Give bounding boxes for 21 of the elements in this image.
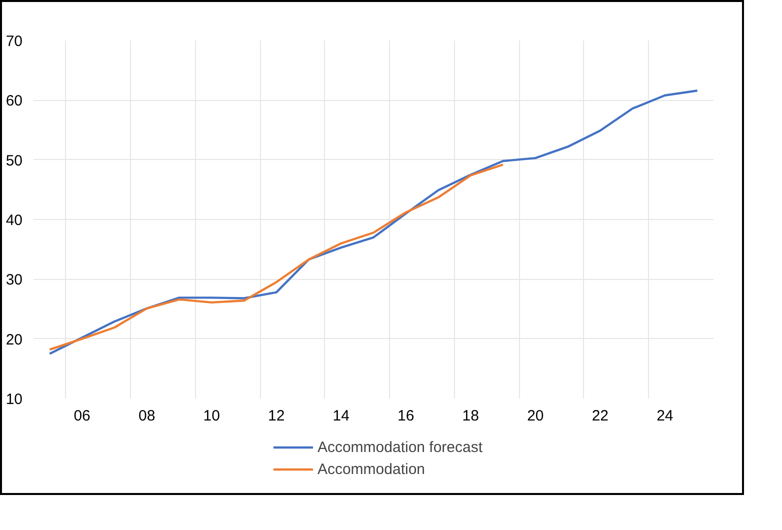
x-tick-label: 12 [268,408,285,424]
line-series [48,164,504,351]
y-tick-label: 60 [6,92,23,110]
x-tick-label: 14 [332,408,350,424]
x-tick-label: 24 [656,408,674,424]
x-tick-label: 06 [74,408,90,424]
y-tick-label: 30 [6,272,23,289]
x-tick-label: 10 [203,408,220,424]
y-tick-label: 10 [6,391,23,408]
x-tick-label: 18 [462,408,479,424]
line-series [48,90,698,355]
y-tick-label: 50 [6,152,23,170]
x-tick-label: 22 [592,408,609,424]
y-tick-label: 40 [6,212,23,229]
legend-label: Accommodation [317,460,426,478]
y-tick-label: 70 [6,33,23,50]
x-tick-label: 08 [138,408,156,424]
y-tick-label: 20 [6,331,23,348]
legend-label: Accommodation forecast [317,438,483,456]
x-tick-label: 16 [398,408,414,424]
x-tick-label: 20 [527,408,544,424]
